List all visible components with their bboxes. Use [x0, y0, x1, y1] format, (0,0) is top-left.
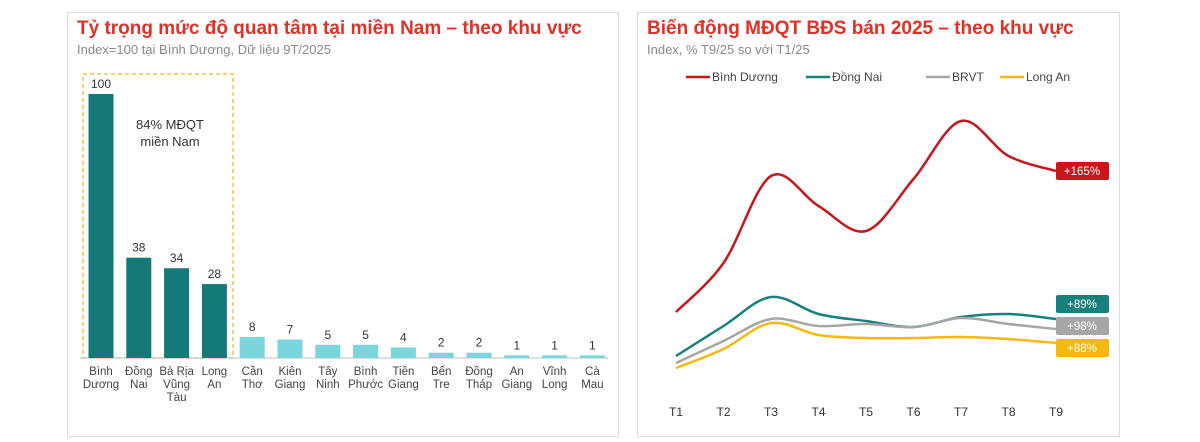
- category-label: Bình: [354, 366, 378, 378]
- data-label: 1: [589, 338, 596, 352]
- data-label: 7: [287, 323, 294, 337]
- end-label: +89%: [1067, 299, 1097, 311]
- category-label: Tiền: [392, 366, 414, 378]
- data-label: 28: [208, 267, 222, 281]
- bar-chart-panel: Tỷ trọng mức độ quan tâm tại miền Nam – …: [67, 12, 619, 437]
- category-label: Đồng: [125, 366, 153, 378]
- category-label: Bà Rịa: [159, 366, 194, 378]
- data-label: 5: [362, 328, 369, 342]
- category-label: Tre: [433, 379, 450, 391]
- end-label: +98%: [1067, 321, 1097, 333]
- bar: [504, 355, 530, 358]
- line-chart-panel: Biến động MĐQT BĐS bán 2025 – theo khu v…: [637, 12, 1120, 437]
- data-label: 1: [551, 338, 558, 352]
- bar: [315, 344, 341, 358]
- category-label: An: [207, 379, 221, 391]
- x-tick-label: T3: [764, 405, 778, 419]
- series-line: [675, 295, 1057, 358]
- line-chart-title: Biến động MĐQT BĐS bán 2025 – theo khu v…: [647, 18, 1074, 39]
- bar: [239, 336, 265, 358]
- line-chart-subtitle: Index, % T9/25 so với T1/25: [647, 42, 810, 57]
- category-label: Phước: [348, 379, 383, 391]
- category-label: Tây: [318, 366, 337, 378]
- bar: [126, 257, 152, 358]
- end-label-box: [1056, 339, 1109, 357]
- data-label: 5: [324, 328, 331, 342]
- bar: [466, 352, 492, 358]
- annotation-text: miền Nam: [140, 134, 199, 149]
- category-label: Long: [542, 379, 568, 391]
- category-label: Kiên: [278, 366, 301, 378]
- line-chart-svg: Bình Dương Đồng Nai BRVT Long An +165% +89% +9…: [669, 70, 1109, 419]
- bar-chart-title: Tỷ trọng mức độ quan tâm tại miền Nam – …: [77, 18, 582, 39]
- legend-label: Bình Dương: [712, 70, 778, 84]
- category-label: Giang: [388, 379, 419, 391]
- end-label: +165%: [1064, 166, 1100, 178]
- category-label: Vũng: [163, 379, 190, 391]
- data-label: 8: [249, 320, 256, 334]
- data-label: 34: [170, 251, 184, 265]
- bar: [201, 284, 227, 358]
- legend-label: BRVT: [952, 70, 984, 84]
- data-label: 1: [513, 338, 520, 352]
- category-label: Long: [202, 366, 228, 378]
- data-label: 2: [438, 336, 445, 350]
- series-line: [675, 321, 1057, 370]
- legend-label: Long An: [1026, 70, 1070, 84]
- category-label: Giang: [501, 379, 532, 391]
- category-label: Nai: [130, 379, 147, 391]
- category-label: Đồng: [465, 366, 493, 378]
- data-label: 2: [476, 336, 483, 350]
- end-label: +88%: [1067, 343, 1097, 355]
- bar: [88, 94, 114, 358]
- bar: [390, 347, 416, 358]
- bar: [579, 355, 605, 358]
- data-label: 38: [132, 241, 146, 255]
- bar-chart-subtitle: Index=100 tại Bình Dương, Dữ liệu 9T/202…: [77, 42, 331, 57]
- category-label: Mau: [581, 379, 603, 391]
- x-tick-label: T2: [716, 405, 730, 419]
- series-line: [675, 316, 1057, 365]
- legend-label: Đồng Nai: [832, 70, 882, 84]
- data-label: 4: [400, 330, 407, 344]
- x-tick-label: T9: [1049, 405, 1063, 419]
- category-label: Cà: [585, 366, 600, 378]
- category-label: Vĩnh: [543, 366, 567, 378]
- end-label-box: [1056, 162, 1109, 180]
- category-label: An: [510, 366, 524, 378]
- annotation-text: 84% MĐQT: [136, 117, 204, 132]
- category-label: Tàu: [167, 392, 187, 404]
- x-tick-label: T7: [954, 405, 968, 419]
- bar: [428, 352, 454, 358]
- bar: [164, 268, 190, 358]
- category-label: Bình: [89, 366, 113, 378]
- x-tick-label: T5: [859, 405, 873, 419]
- category-label: Ninh: [316, 379, 340, 391]
- bar: [542, 355, 568, 358]
- x-tick-label: T8: [1001, 405, 1015, 419]
- category-label: Giang: [275, 379, 306, 391]
- category-label: Bến: [431, 366, 451, 378]
- bar: [353, 344, 379, 358]
- x-tick-label: T4: [811, 405, 825, 419]
- category-label: Cần: [242, 366, 263, 378]
- end-label-box: [1056, 317, 1109, 335]
- x-tick-label: T1: [669, 405, 683, 419]
- end-label-box: [1056, 295, 1109, 313]
- category-label: Thơ: [242, 379, 263, 391]
- x-tick-label: T6: [906, 405, 920, 419]
- data-label: 100: [91, 77, 111, 91]
- category-label: Tháp: [466, 379, 492, 391]
- bar: [277, 339, 303, 358]
- series-line: [675, 119, 1057, 313]
- category-label: Dương: [83, 379, 119, 391]
